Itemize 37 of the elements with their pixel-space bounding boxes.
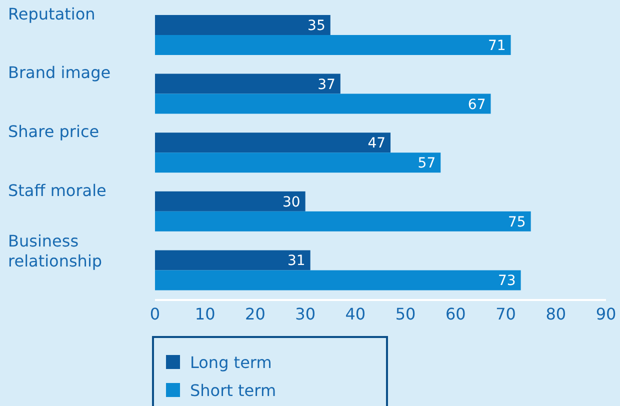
bar bbox=[155, 132, 391, 153]
x-tick-label: 80 bbox=[546, 304, 566, 324]
y-tick-label: Staff morale bbox=[8, 180, 106, 200]
x-tick-label: 90 bbox=[596, 304, 616, 324]
data-label: 57 bbox=[418, 156, 436, 172]
x-tick-label: 70 bbox=[496, 304, 516, 324]
bar bbox=[155, 270, 521, 290]
bar bbox=[155, 74, 340, 94]
x-tick-label: 60 bbox=[445, 304, 466, 324]
data-label: 37 bbox=[318, 76, 336, 93]
bar bbox=[155, 35, 511, 55]
data-label: 35 bbox=[308, 18, 326, 34]
bar bbox=[155, 211, 531, 232]
y-tick-label: Reputation bbox=[8, 4, 96, 24]
y-tick-label: Share price bbox=[8, 122, 100, 141]
data-label: 31 bbox=[288, 253, 306, 270]
data-label: 47 bbox=[368, 136, 386, 152]
bar bbox=[155, 191, 306, 212]
bar bbox=[155, 94, 491, 114]
data-label: 67 bbox=[468, 96, 486, 113]
x-tick-label: 40 bbox=[345, 304, 366, 324]
bar bbox=[155, 152, 441, 173]
bar bbox=[155, 15, 330, 35]
x-tick-label: 0 bbox=[150, 304, 160, 324]
legend-label: Long term bbox=[189, 352, 273, 374]
y-tick-label: Brand image bbox=[8, 63, 111, 82]
data-label: 75 bbox=[508, 214, 526, 230]
x-tick-label: 10 bbox=[194, 304, 216, 324]
bar bbox=[155, 250, 310, 270]
y-tick-label: Business relationship bbox=[8, 232, 102, 271]
data-label: 73 bbox=[498, 273, 516, 290]
x-tick-label: 50 bbox=[395, 304, 416, 324]
data-label: 30 bbox=[282, 194, 300, 210]
data-label: 71 bbox=[488, 38, 506, 54]
x-tick-label: 30 bbox=[295, 304, 316, 324]
legend-label: Short term bbox=[189, 380, 278, 402]
x-tick-label: 20 bbox=[245, 304, 266, 324]
